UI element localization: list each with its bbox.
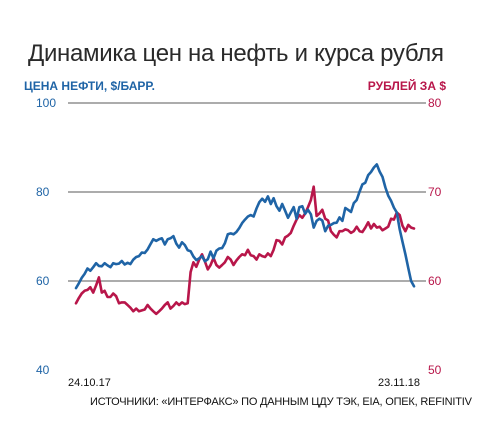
chart-title: Динамика цен на нефть и курса рубля — [28, 40, 444, 67]
right-tick-label: 80 — [428, 96, 442, 110]
left-tick-label: 60 — [36, 274, 50, 288]
right-axis-label: РУБЛЕЙ ЗА $ — [368, 78, 447, 93]
left-tick-label: 80 — [36, 185, 50, 199]
right-tick-label: 60 — [428, 274, 442, 288]
tick-layer: 40 60 80 100 50 60 70 80 — [36, 96, 442, 377]
left-axis-label: ЦЕНА НЕФТИ, $/БАРР. — [24, 79, 155, 93]
left-tick-label: 40 — [36, 363, 50, 377]
x-start-label: 24.10.17 — [68, 377, 111, 389]
grid-layer — [68, 102, 426, 282]
series-line-rub — [74, 185, 416, 316]
x-end-label: 23.11.18 — [378, 377, 420, 389]
left-tick-label: 100 — [36, 96, 56, 110]
series-line-oil — [74, 163, 416, 290]
right-tick-label: 70 — [428, 185, 442, 199]
source-note: ИСТОЧНИКИ: «ИНТЕРФАКС» ПО ДАННЫМ ЦДУ ТЭК… — [90, 396, 472, 408]
right-tick-label: 50 — [428, 363, 442, 377]
